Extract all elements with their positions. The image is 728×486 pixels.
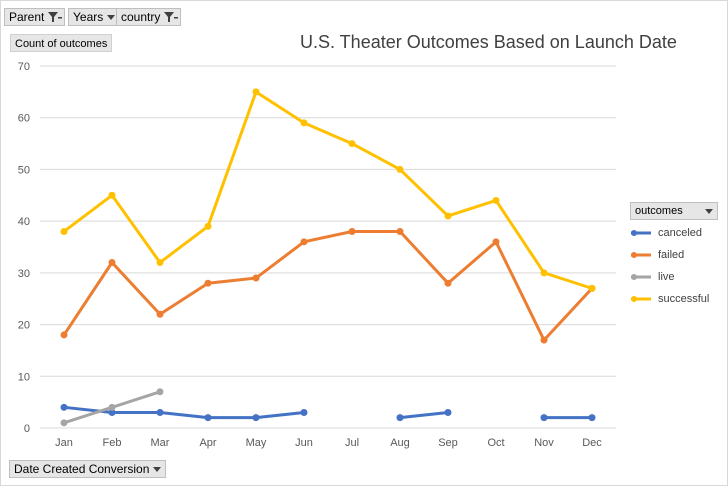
data-point-live bbox=[156, 388, 164, 396]
legend-item-live: live bbox=[630, 266, 718, 288]
x-tick-label: Dec bbox=[582, 437, 602, 449]
filter-icon bbox=[164, 11, 179, 23]
y-tick-label: 0 bbox=[24, 423, 30, 435]
data-point-canceled bbox=[396, 414, 404, 422]
data-point-canceled bbox=[540, 414, 548, 422]
legend-item-failed: failed bbox=[630, 244, 718, 266]
filter-icon bbox=[48, 11, 63, 23]
data-point-failed bbox=[444, 279, 452, 287]
legend-label: failed bbox=[658, 249, 685, 261]
data-point-successful bbox=[348, 140, 356, 148]
x-tick-label: Feb bbox=[103, 437, 122, 449]
y-tick-label: 10 bbox=[18, 371, 30, 383]
x-tick-label: Jan bbox=[55, 437, 73, 449]
data-point-canceled bbox=[252, 414, 260, 422]
filter-country-label: country bbox=[121, 10, 161, 24]
y-tick-label: 50 bbox=[18, 164, 30, 176]
data-point-failed bbox=[156, 310, 164, 318]
data-point-successful bbox=[396, 165, 404, 173]
x-tick-label: Aug bbox=[390, 437, 410, 449]
data-point-failed bbox=[396, 227, 404, 235]
data-point-canceled bbox=[60, 403, 68, 411]
legend-label: canceled bbox=[658, 227, 703, 239]
legend-label: successful bbox=[658, 293, 710, 305]
data-point-canceled bbox=[300, 408, 308, 416]
data-point-successful bbox=[108, 191, 116, 199]
data-point-successful bbox=[60, 227, 68, 235]
data-point-failed bbox=[492, 238, 500, 246]
legend-swatch bbox=[631, 296, 651, 302]
chevron-down-icon bbox=[107, 14, 116, 20]
data-point-successful bbox=[444, 212, 452, 220]
data-point-canceled bbox=[204, 414, 212, 422]
legend-header-label: outcomes bbox=[635, 205, 683, 217]
x-tick-label: Nov bbox=[534, 437, 554, 449]
axis-field-label: Date Created Conversion bbox=[14, 462, 150, 476]
data-point-failed bbox=[252, 274, 260, 282]
data-point-failed bbox=[204, 279, 212, 287]
y-tick-label: 20 bbox=[18, 320, 30, 332]
chevron-down-icon bbox=[153, 466, 162, 472]
x-tick-label: May bbox=[246, 437, 267, 449]
series-line-canceled bbox=[398, 410, 450, 420]
series-line-failed bbox=[62, 229, 594, 342]
data-point-canceled bbox=[156, 408, 164, 416]
chevron-down-icon bbox=[705, 208, 713, 214]
data-point-failed bbox=[108, 259, 116, 267]
data-point-failed bbox=[60, 331, 68, 339]
y-tick-label: 40 bbox=[18, 216, 30, 228]
y-tick-label: 30 bbox=[18, 268, 30, 280]
data-point-canceled bbox=[588, 414, 596, 422]
data-point-successful bbox=[492, 196, 500, 204]
data-point-successful bbox=[588, 284, 596, 292]
filter-years-button[interactable]: Years bbox=[68, 8, 121, 26]
legend-label: live bbox=[658, 271, 675, 283]
x-tick-label: Mar bbox=[151, 437, 170, 449]
data-point-successful bbox=[252, 88, 260, 96]
data-point-canceled bbox=[108, 408, 116, 416]
legend-swatch bbox=[631, 230, 651, 236]
legend-item-successful: successful bbox=[630, 288, 718, 310]
y-tick-label: 60 bbox=[18, 113, 30, 125]
data-point-successful bbox=[156, 259, 164, 267]
data-point-live bbox=[60, 419, 68, 427]
value-field-button[interactable]: Count of outcomes bbox=[10, 34, 113, 52]
data-point-failed bbox=[540, 336, 548, 344]
data-point-successful bbox=[204, 222, 212, 230]
series-line-successful bbox=[62, 90, 594, 290]
filter-years-label: Years bbox=[73, 10, 104, 24]
data-point-live bbox=[108, 403, 116, 411]
data-point-canceled bbox=[444, 408, 452, 416]
filter-parent-button[interactable]: Parent bbox=[4, 8, 66, 26]
legend-field-button[interactable]: outcomes bbox=[630, 202, 718, 220]
chart-title: U.S. Theater Outcomes Based on Launch Da… bbox=[300, 32, 677, 52]
legend-item-canceled: canceled bbox=[630, 222, 718, 244]
axis-field-button[interactable]: Date Created Conversion bbox=[9, 460, 167, 478]
data-point-failed bbox=[300, 238, 308, 246]
legend-swatch bbox=[631, 252, 651, 258]
filter-country-button[interactable]: country bbox=[116, 8, 182, 26]
y-tick-label: 70 bbox=[18, 61, 30, 73]
data-point-successful bbox=[300, 119, 308, 127]
x-tick-label: Jul bbox=[345, 437, 359, 449]
data-point-successful bbox=[540, 269, 548, 277]
data-point-failed bbox=[348, 227, 356, 235]
x-tick-label: Sep bbox=[438, 437, 458, 449]
legend-swatch bbox=[631, 274, 651, 280]
x-tick-label: Jun bbox=[295, 437, 313, 449]
x-tick-label: Oct bbox=[487, 437, 504, 449]
filter-parent-label: Parent bbox=[9, 10, 45, 24]
legend: outcomes canceled failed live successful bbox=[630, 202, 718, 310]
x-tick-label: Apr bbox=[199, 437, 216, 449]
series-line-canceled bbox=[62, 405, 306, 420]
